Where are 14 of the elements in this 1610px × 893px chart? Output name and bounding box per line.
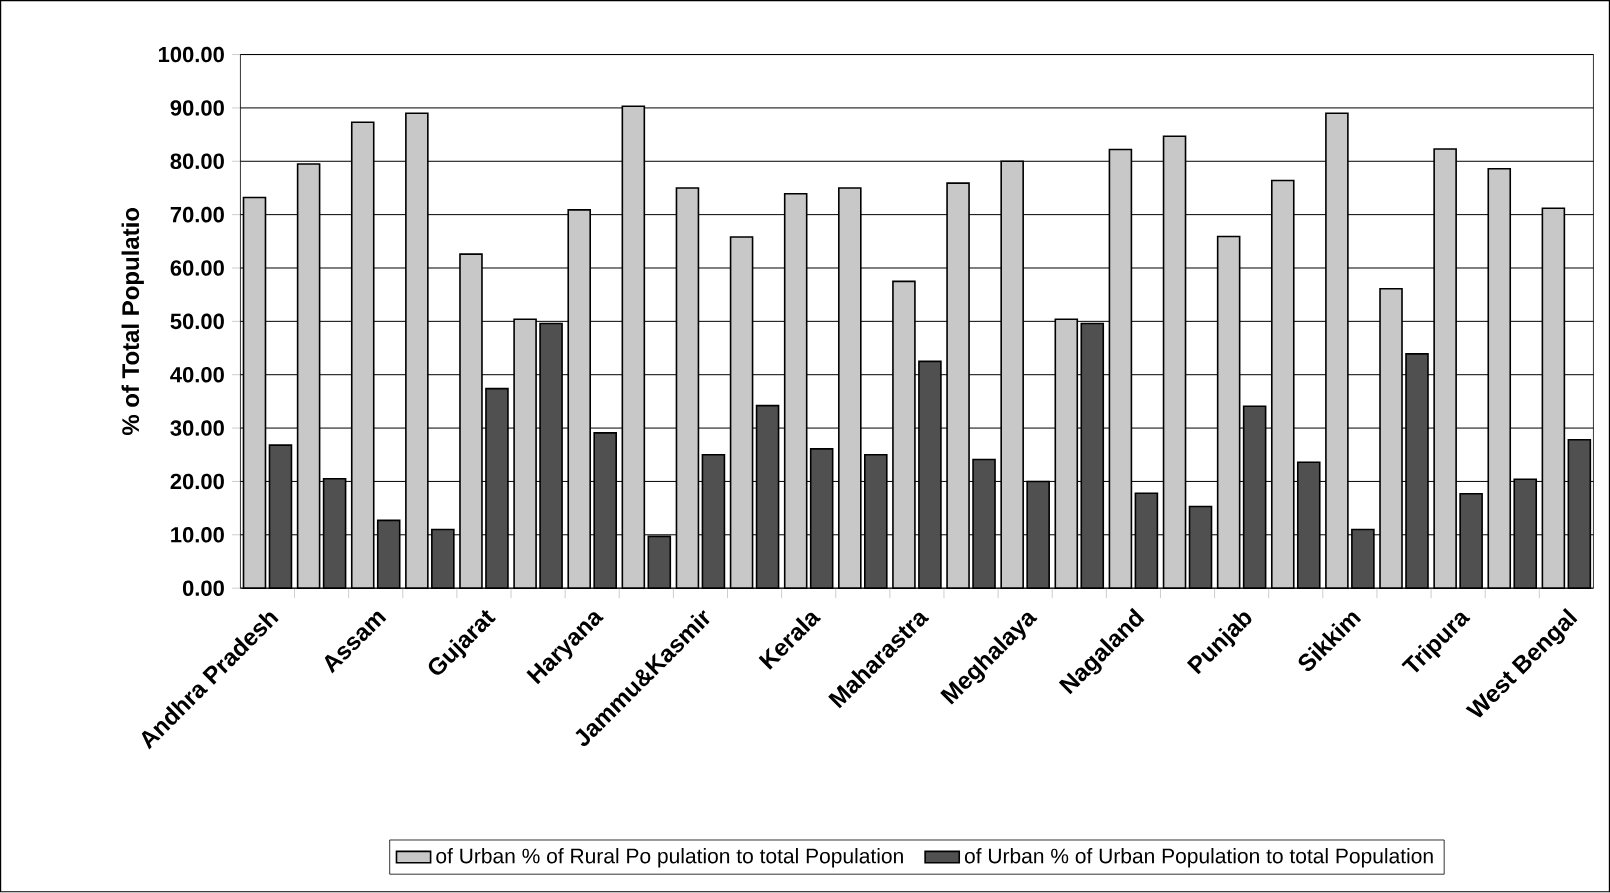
legend-label: of Urban % of Urban Population to total Population — [964, 848, 1433, 868]
y-tick-label: 10.00 — [171, 527, 224, 543]
y-axis-title: % of Total Populatio — [121, 208, 144, 436]
y-tick-label: 100.00 — [158, 47, 224, 63]
y-tick-label: 50.00 — [170, 313, 224, 330]
y-tick-label: 20.00 — [170, 473, 224, 490]
y-tick-label: 90.00 — [170, 100, 224, 116]
legend-label: of Urban % of Rural Po pulation to total Population — [436, 848, 903, 868]
y-tick-label: 70.00 — [170, 207, 224, 223]
y-tick-label: 40.00 — [170, 367, 224, 383]
y-tick-label: 80.00 — [170, 153, 224, 170]
y-tick-label: 30.00 — [170, 420, 224, 437]
y-tick-label: 0.00 — [182, 580, 224, 597]
y-tick-label: 60.00 — [170, 260, 224, 277]
